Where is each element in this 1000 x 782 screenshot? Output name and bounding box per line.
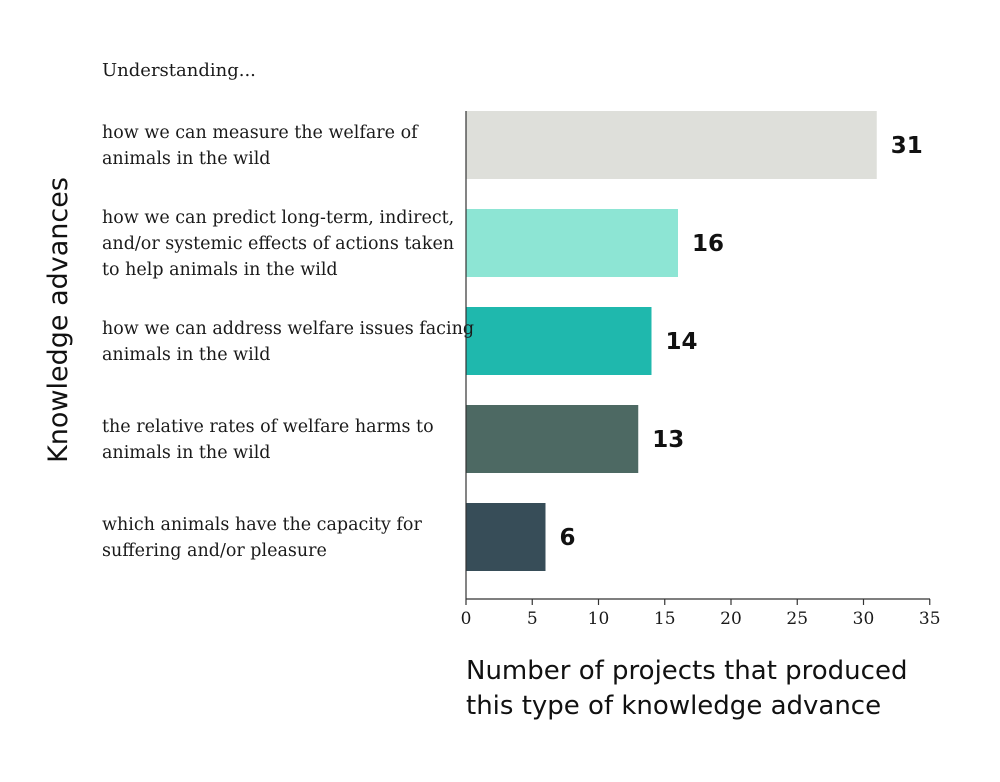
x-tick-label: 35 bbox=[919, 609, 941, 629]
data-label: 13 bbox=[652, 427, 684, 453]
x-tick-label: 30 bbox=[853, 609, 875, 629]
x-tick-label: 15 bbox=[654, 609, 676, 629]
x-axis-title: Number of projects that produced this typ… bbox=[466, 656, 907, 721]
data-label: 31 bbox=[891, 133, 923, 159]
x-tick-label: 10 bbox=[588, 609, 610, 629]
data-label: 16 bbox=[692, 231, 724, 257]
bar bbox=[466, 503, 546, 571]
x-tick-label: 0 bbox=[461, 609, 472, 629]
category-label: which animals have the capacity for suffe… bbox=[102, 515, 422, 561]
bar bbox=[466, 111, 877, 179]
category-label: how we can address welfare issues facing… bbox=[102, 319, 474, 365]
data-labels: 31 16 14 13 6 bbox=[560, 133, 923, 551]
category-header: Understanding... bbox=[102, 60, 256, 81]
data-label: 6 bbox=[560, 525, 576, 551]
x-axis-ticks: 0 5 10 15 20 25 30 35 bbox=[461, 599, 941, 629]
bar bbox=[466, 209, 678, 277]
category-label: how we can measure the welfare of animals… bbox=[102, 123, 419, 169]
y-axis-title: Knowledge advances bbox=[43, 177, 74, 463]
bar bbox=[466, 307, 652, 375]
x-tick-label: 5 bbox=[527, 609, 538, 629]
data-label: 14 bbox=[666, 329, 698, 355]
x-tick-label: 20 bbox=[720, 609, 742, 629]
category-label: the relative rates of welfare harms to an… bbox=[102, 417, 434, 463]
bars bbox=[466, 111, 877, 571]
category-label: how we can predict long-term, indirect, a… bbox=[102, 208, 454, 280]
x-tick-label: 25 bbox=[786, 609, 808, 629]
bar bbox=[466, 405, 639, 473]
category-labels: how we can measure the welfare of animals… bbox=[102, 123, 474, 561]
